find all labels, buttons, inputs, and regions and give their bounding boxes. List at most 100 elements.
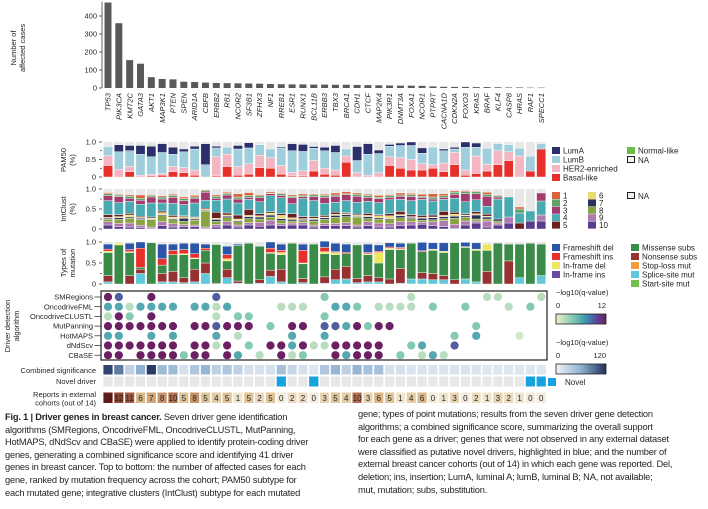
intclust-segment-2 bbox=[276, 193, 287, 197]
mutation-segment-frameshift-ins bbox=[103, 248, 113, 252]
pam50-legend-label: Basal-like bbox=[563, 174, 598, 183]
novel-driver-cell-NF1 bbox=[265, 376, 276, 387]
pam50-segment-luma bbox=[243, 142, 254, 149]
intclust-segment-10 bbox=[384, 226, 395, 230]
caption-text: Seven driver gene identification bbox=[161, 412, 288, 422]
bar-ERBB3 bbox=[321, 84, 329, 88]
combined-significance-cell-BCL11B bbox=[309, 365, 319, 375]
intclust-segment-5 bbox=[254, 213, 265, 217]
pam50-segment-basal-like bbox=[384, 165, 395, 178]
intclust-segment-9 bbox=[254, 221, 265, 227]
bar-RREB1 bbox=[277, 84, 285, 88]
intclust-segment-8 bbox=[243, 218, 254, 223]
dot-matrix-frame bbox=[100, 290, 548, 361]
intclust-segment-10 bbox=[124, 226, 135, 230]
intclust-segment-8 bbox=[189, 219, 200, 226]
combined-significance-cell-SPEN bbox=[179, 365, 189, 375]
intclust-segment-5 bbox=[330, 211, 341, 215]
intclust-segment-6 bbox=[287, 217, 297, 220]
intclust-segment-9 bbox=[124, 222, 135, 228]
mutation-segment-splice-site-mut bbox=[428, 279, 438, 285]
mutation-segment-missense-subs bbox=[276, 254, 287, 270]
intclust-segment-9 bbox=[298, 222, 308, 226]
dot-dNdScv-FOXA1 bbox=[407, 341, 416, 350]
y-tick-label: 200 bbox=[84, 48, 97, 57]
bar-NCOR1 bbox=[418, 85, 426, 88]
intclust-segment-10 bbox=[189, 226, 200, 230]
mutation-segment-frameshift-del bbox=[460, 242, 471, 247]
dot-MutPanning-GATA3 bbox=[136, 322, 145, 331]
intclust-segment-9 bbox=[406, 221, 417, 226]
dot-SMRegions-KLF4 bbox=[493, 292, 502, 302]
intclust-segment-2 bbox=[287, 195, 297, 198]
intclust-segment-4 bbox=[200, 199, 211, 209]
intclust-segment-1 bbox=[124, 194, 135, 197]
intclust-segment-9 bbox=[373, 222, 384, 228]
intclust-segment-9 bbox=[395, 221, 406, 227]
pam50-segment-lumb bbox=[536, 143, 546, 150]
novel-driver-cell-FOXO3 bbox=[460, 376, 470, 387]
intclust-segment-1 bbox=[417, 193, 427, 197]
intclust-segment-10 bbox=[276, 225, 287, 230]
intclust-segment-9 bbox=[157, 221, 167, 227]
dot-CBaSE-CACNA1D bbox=[439, 351, 448, 360]
intclust-segment-9 bbox=[341, 222, 352, 227]
mutation-legend-swatch bbox=[631, 253, 639, 260]
intclust-na-segment bbox=[525, 189, 535, 229]
mutation-segment-nonsense-subs bbox=[373, 277, 384, 283]
intclust-segment-7 bbox=[179, 217, 189, 222]
dot-dNdScv-CDKN2A bbox=[450, 341, 459, 350]
intclust-segment-3 bbox=[103, 195, 113, 201]
mutation-segment-missense-subs bbox=[146, 242, 157, 285]
mutation-segment-nonsense-subs bbox=[103, 275, 113, 283]
pam50-segment-lumb bbox=[406, 145, 417, 160]
gene-label-GATA3: GATA3 bbox=[136, 92, 145, 117]
dot-OncodriveFML-CASP8 bbox=[504, 302, 513, 311]
gene-label-DNMT3A: DNMT3A bbox=[396, 93, 405, 124]
pam50-segment-luma bbox=[308, 146, 319, 149]
intclust-segment-1 bbox=[449, 190, 460, 193]
caption-line: external breast cancer cohorts (out of 1… bbox=[358, 459, 673, 470]
pam50-segment-lumb bbox=[124, 150, 135, 167]
mutation-segment-missense-subs bbox=[287, 243, 297, 285]
intclust-segment-3 bbox=[135, 199, 146, 205]
dot-OncodriveCLUSTL-TP53 bbox=[103, 312, 113, 321]
intclust-legend-label: 1 bbox=[563, 192, 568, 201]
mutation-segment-splice-site-mut bbox=[189, 281, 200, 285]
dot-dNdScv-RUNX1 bbox=[298, 341, 308, 350]
intclust-segment-10 bbox=[536, 220, 546, 230]
mutation-segment-nonsense-subs bbox=[503, 260, 514, 285]
pam50-segment-luma bbox=[373, 149, 384, 154]
intclust-segment-2 bbox=[211, 195, 222, 199]
mutation-segment-frameshift-ins bbox=[189, 253, 200, 259]
intclust-segment-5 bbox=[298, 216, 308, 219]
gene-label-RB1: RB1 bbox=[223, 93, 232, 108]
intclust-segment-4 bbox=[157, 202, 167, 212]
mutation-segment-splice-site-mut bbox=[276, 281, 287, 285]
external-reports-value: 3 bbox=[496, 394, 501, 403]
intclust-segment-8 bbox=[352, 216, 362, 226]
intclust-segment-8 bbox=[233, 221, 243, 226]
mutation-segment-missense-subs bbox=[135, 267, 146, 270]
intclust-segment-3 bbox=[211, 197, 222, 201]
dot-MutPanning-PIK3R1 bbox=[385, 322, 394, 331]
pam50-segment-luma bbox=[417, 147, 427, 154]
dot-HotMAPS-CDKN2A bbox=[450, 331, 459, 340]
intclust-segment-1 bbox=[438, 193, 449, 197]
pam50-segment-basal-like bbox=[417, 169, 427, 178]
dot-MutPanning-BRCA1 bbox=[342, 322, 351, 331]
y-tick-label: 0.5 bbox=[86, 205, 96, 214]
intclust-segment-5 bbox=[417, 215, 427, 218]
pam50-segment-basal-like bbox=[157, 175, 167, 178]
dot-dNdScv-SF3B1 bbox=[244, 341, 253, 350]
bar-MAP3K1 bbox=[158, 79, 166, 88]
combined-significance-cell-CASP8 bbox=[504, 365, 514, 375]
intclust-segment-10 bbox=[222, 224, 232, 230]
mutation-segment-missense-subs bbox=[298, 263, 308, 279]
pam50-segment-her2-enriched bbox=[330, 169, 341, 176]
external-reports-cell-PIK3CA bbox=[114, 392, 124, 403]
intclust-segment-9 bbox=[243, 222, 254, 226]
intclust-segment-7 bbox=[222, 215, 232, 218]
pam50-segment-her2-enriched bbox=[482, 163, 492, 172]
intclust-legend-swatch bbox=[552, 214, 560, 222]
